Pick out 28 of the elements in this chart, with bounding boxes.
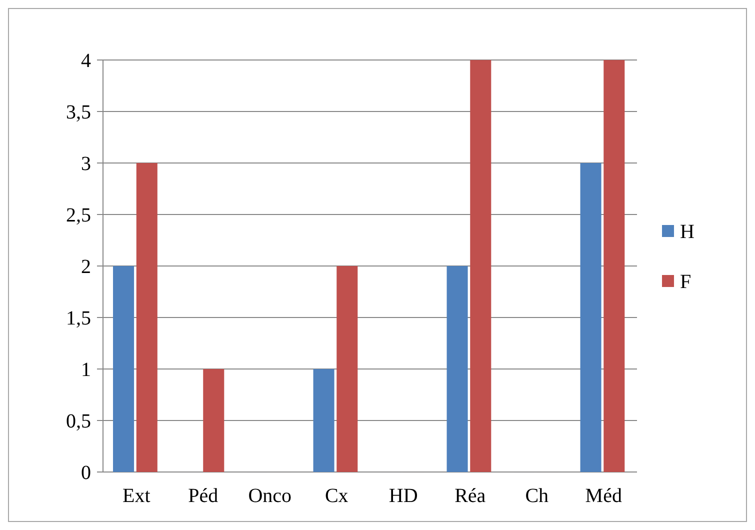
x-tick-label: Onco: [248, 485, 292, 507]
bar: [203, 369, 224, 472]
y-tick-label: 0,5: [66, 410, 91, 432]
legend-label: F: [680, 271, 692, 293]
bar: [446, 266, 468, 472]
x-tick-label: Cx: [324, 485, 348, 507]
x-tick-label: Péd: [188, 485, 218, 507]
y-tick-label: 2,5: [66, 204, 91, 226]
x-tick-label: Méd: [585, 485, 622, 507]
y-tick-label: 0: [81, 462, 91, 484]
y-tick-label: 1,5: [66, 308, 91, 330]
y-tick-label: 1: [81, 359, 91, 381]
bar: [313, 369, 334, 472]
x-tick-label: Ch: [525, 485, 549, 507]
bar: [136, 163, 158, 472]
y-tick-label: 4: [81, 50, 91, 72]
x-tick-label: Réa: [454, 485, 486, 507]
bar: [113, 266, 134, 472]
bar: [336, 266, 358, 472]
x-tick-label: HD: [388, 485, 418, 507]
bar: [580, 163, 602, 472]
y-tick-label: 3: [81, 153, 91, 175]
bar: [604, 60, 625, 472]
x-tick-label: Ext: [122, 485, 151, 507]
y-tick-label: 2: [81, 256, 91, 278]
legend-label: H: [680, 221, 694, 243]
y-tick-label: 3,5: [66, 102, 91, 124]
bar: [470, 60, 492, 472]
